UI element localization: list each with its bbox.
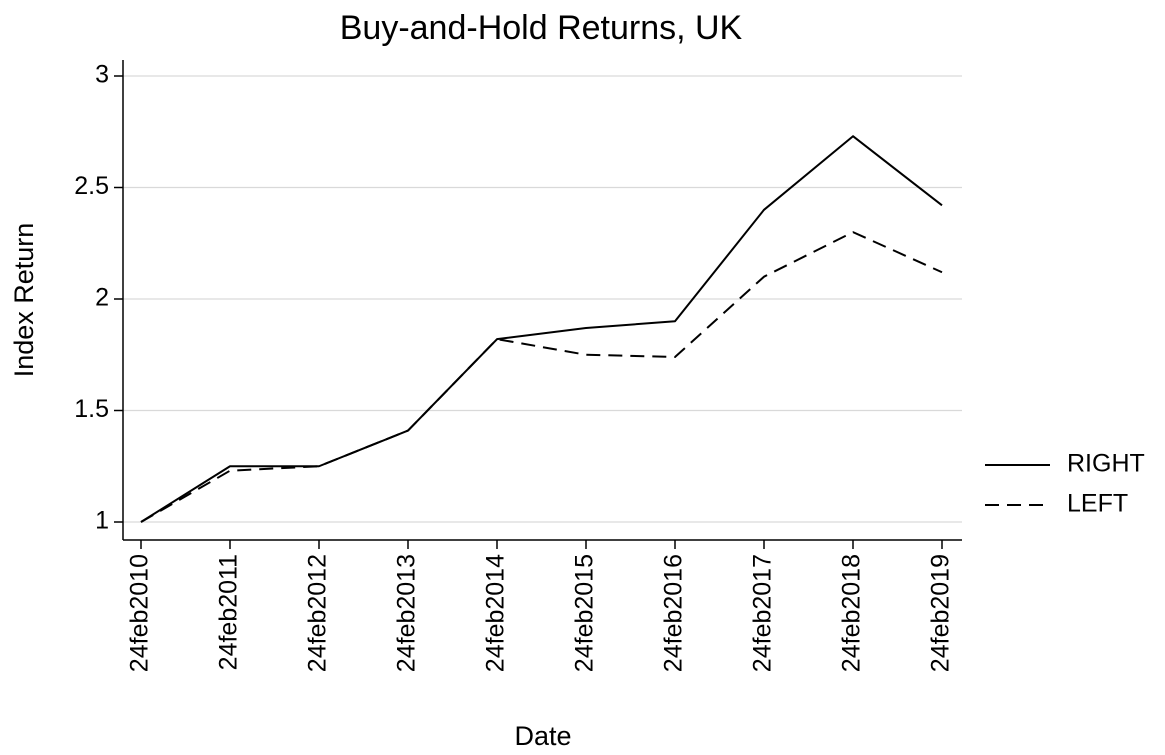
- x-tick-label: 24feb2018: [838, 554, 866, 672]
- x-tick-label: 24feb2014: [482, 554, 510, 672]
- x-tick-label: 24feb2010: [126, 554, 154, 672]
- y-tick-label: 2.5: [74, 172, 109, 200]
- y-tick-label: 2: [95, 284, 109, 312]
- x-tick-label: 24feb2011: [215, 554, 243, 670]
- x-axis-title: Date: [514, 721, 571, 751]
- chart-title: Buy-and-Hold Returns, UK: [340, 9, 743, 47]
- x-tick-label: 24feb2019: [927, 554, 955, 672]
- y-tick-label: 1.5: [74, 395, 109, 423]
- y-tick-label: 1: [95, 507, 109, 535]
- x-tick-label: 24feb2012: [304, 554, 332, 672]
- x-tick-label: 24feb2013: [393, 554, 421, 672]
- legend-label: LEFT: [1067, 490, 1128, 518]
- x-tick-label: 24feb2017: [749, 554, 777, 672]
- line-series: [140, 135, 943, 523]
- y-tick-label: 3: [95, 61, 109, 89]
- y-axis-title: Index Return: [9, 223, 39, 378]
- legend-label: RIGHT: [1067, 450, 1145, 478]
- x-tick-label: 24feb2015: [571, 554, 599, 672]
- x-tick-label: 24feb2016: [660, 554, 688, 672]
